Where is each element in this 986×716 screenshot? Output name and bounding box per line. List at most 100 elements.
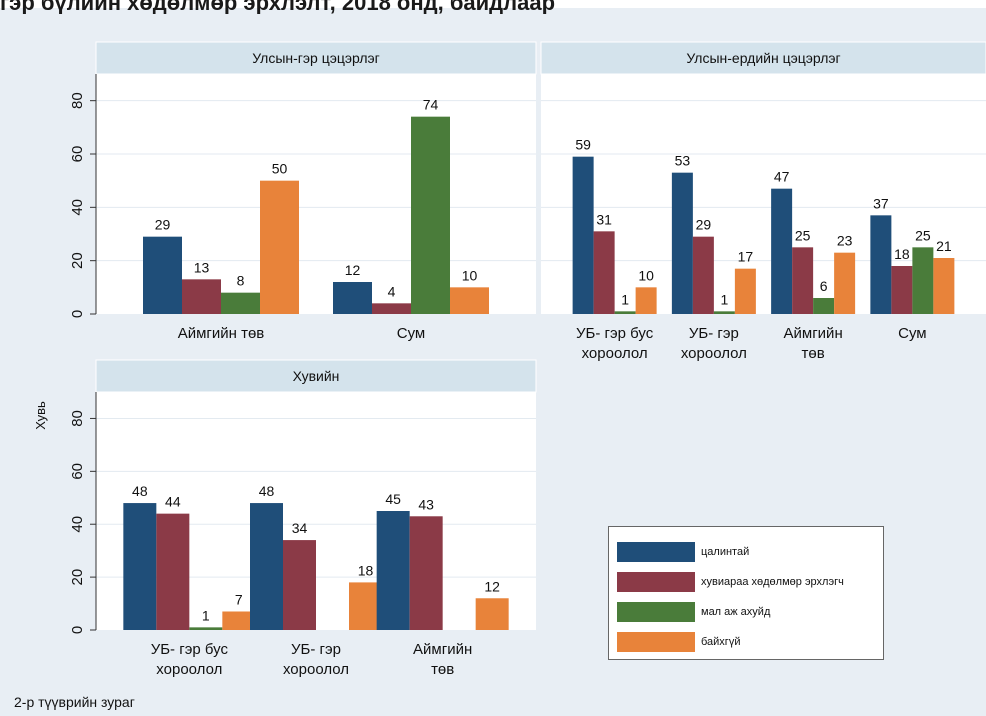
bar-value-label: 74: [423, 97, 439, 113]
bar-value-label: 25: [795, 227, 811, 243]
panel-title-0: Улсын-гэр цэцэрлэг: [252, 50, 380, 66]
x-category-label: төв: [431, 661, 454, 678]
legend-item-self-employed: хувиараа хөдөлмөр эрхлэгч: [617, 571, 844, 593]
bar: [813, 298, 835, 314]
y-tick-label: 0: [69, 310, 86, 318]
y-tick-label: 0: [69, 626, 86, 634]
legend-label-herding: мал аж ахуйд: [701, 606, 771, 618]
bar: [333, 282, 372, 314]
bar: [475, 598, 509, 630]
bar: [143, 236, 182, 314]
x-category-label: хороолол: [283, 661, 349, 678]
bar: [912, 247, 934, 314]
x-category-label: хороолол: [582, 345, 648, 362]
legend-item-none: байхгүй: [617, 631, 740, 653]
legend-item-salaried: цалинтай: [617, 541, 749, 563]
legend-swatch-self-employed: [617, 572, 695, 592]
x-category-label: УБ- гэр: [291, 641, 341, 658]
bar-value-label: 48: [259, 483, 275, 499]
x-category-label: Аймгийн: [784, 325, 843, 342]
bar-value-label: 29: [696, 217, 712, 233]
x-category-label: хороолол: [156, 661, 222, 678]
bar: [792, 247, 814, 314]
bar: [713, 311, 735, 314]
bar: [260, 180, 299, 314]
y-tick-label: 80: [69, 92, 86, 109]
y-tick-label: 60: [69, 146, 86, 163]
bar: [771, 188, 793, 314]
bar-value-label: 29: [155, 217, 171, 233]
x-category-label: Сум: [898, 325, 926, 342]
y-tick-label: 20: [69, 569, 86, 586]
bar: [409, 516, 443, 630]
bar-value-label: 43: [418, 496, 434, 512]
bar-value-label: 45: [385, 491, 401, 507]
x-category-label: УБ- гэр: [689, 325, 739, 342]
y-tick-label: 40: [69, 516, 86, 533]
bar: [221, 292, 260, 314]
bar: [450, 287, 489, 314]
bar: [189, 627, 223, 630]
bar-value-label: 1: [202, 607, 210, 623]
legend-label-self-employed: хувиараа хөдөлмөр эрхлэгч: [701, 576, 844, 588]
x-category-label: Сум: [397, 325, 425, 342]
bar: [671, 172, 693, 314]
bar-value-label: 10: [638, 267, 654, 283]
bar-value-label: 50: [272, 161, 288, 177]
bar-value-label: 4: [388, 283, 396, 299]
legend: цалинтай хувиараа хөдөлмөр эрхлэгч мал а…: [608, 526, 884, 660]
y-tick-label: 60: [69, 463, 86, 480]
panel-strip-0: [95, 41, 537, 75]
legend-swatch-none: [617, 632, 695, 652]
x-category-label: хороолол: [681, 345, 747, 362]
bar-value-label: 44: [165, 494, 181, 510]
bar: [372, 303, 411, 314]
bar: [123, 503, 157, 630]
legend-item-herding: мал аж ахуйд: [617, 601, 770, 623]
panel-strip-1: [540, 41, 986, 75]
bar-value-label: 13: [194, 259, 210, 275]
bar-value-label: 23: [837, 233, 853, 249]
bar: [222, 611, 256, 630]
y-axis-label: Хувь: [32, 401, 48, 430]
bar: [376, 511, 410, 630]
y-tick-label: 20: [69, 252, 86, 269]
bar-value-label: 12: [345, 262, 361, 278]
bar-value-label: 34: [292, 520, 308, 536]
bar: [614, 311, 636, 314]
x-category-label: Аймгийн төв: [178, 325, 265, 342]
bar: [593, 231, 615, 314]
bar-value-label: 21: [936, 238, 952, 254]
bar: [411, 116, 450, 315]
bar-value-label: 10: [462, 267, 478, 283]
figure-title: гэр бүлийн хөдөлмөр эрхлэлт, 2018 онд, б…: [0, 0, 556, 14]
bar-value-label: 17: [738, 249, 754, 265]
bar-value-label: 37: [873, 195, 889, 211]
bar-value-label: 18: [894, 246, 910, 262]
legend-label-salaried: цалинтай: [701, 546, 750, 558]
bar: [933, 258, 955, 314]
x-category-label: Аймгийн: [413, 641, 472, 658]
bar: [870, 215, 892, 314]
bar-value-label: 48: [132, 483, 148, 499]
bar-value-label: 25: [915, 227, 931, 243]
bar: [692, 236, 714, 314]
bar: [834, 252, 856, 314]
bar: [156, 513, 190, 630]
figure-note: 2-р түүврийн зураг: [14, 694, 135, 710]
panel-title-1: Улсын-ердийн цэцэрлэг: [686, 50, 840, 66]
bar: [182, 279, 221, 314]
legend-swatch-salaried: [617, 542, 695, 562]
bar-value-label: 31: [596, 211, 612, 227]
x-category-label: УБ- гэр бус: [151, 641, 229, 658]
y-tick-label: 80: [69, 410, 86, 427]
bar-value-label: 18: [358, 562, 374, 578]
x-category-label: төв: [802, 345, 825, 362]
legend-label-none: байхгүй: [701, 636, 741, 648]
bar: [635, 287, 657, 314]
panel-strip-2: [95, 359, 537, 393]
bar: [891, 266, 913, 314]
bar: [734, 268, 756, 314]
